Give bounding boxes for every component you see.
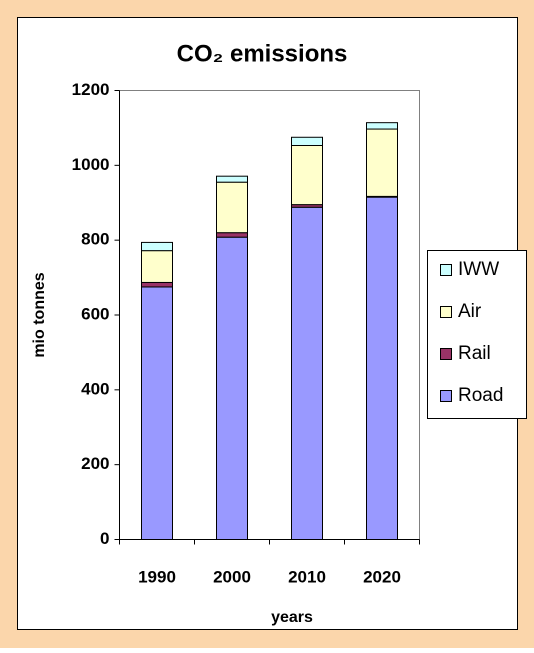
legend-label: IWW xyxy=(458,259,499,280)
bar-segment xyxy=(366,196,398,540)
bar-segment xyxy=(366,128,398,197)
x-axis-label: years xyxy=(271,609,313,626)
y-tick-label: 400 xyxy=(81,379,109,398)
y-tick-label: 1200 xyxy=(72,80,110,99)
bar-segment xyxy=(291,145,323,206)
x-tick-label: 2010 xyxy=(288,567,326,586)
bar-segment xyxy=(291,206,323,541)
legend-swatch xyxy=(440,390,452,402)
bar-segment xyxy=(216,232,248,238)
legend-swatch xyxy=(440,348,452,360)
bar-segment xyxy=(141,250,173,283)
x-tick-label: 2000 xyxy=(213,567,251,586)
y-tick-label: 800 xyxy=(81,230,109,249)
bar-segment xyxy=(141,241,173,252)
legend-swatch xyxy=(440,264,452,276)
y-axis-label: mio tonnes xyxy=(31,272,48,357)
y-tick-label: 0 xyxy=(100,529,109,548)
bar-segment xyxy=(291,136,323,147)
chart-title: CO₂ emissions xyxy=(177,40,348,67)
bar-segment xyxy=(216,236,248,540)
bar-segment xyxy=(141,286,173,540)
bar-segment xyxy=(366,122,398,130)
y-tick-label: 1000 xyxy=(72,155,110,174)
bar-segment xyxy=(216,175,248,183)
y-tick-label: 200 xyxy=(81,454,109,473)
x-tick-label: 1990 xyxy=(138,567,176,586)
legend-swatch xyxy=(440,306,452,318)
x-tick-label: 2020 xyxy=(363,567,401,586)
legend-label: Road xyxy=(458,385,503,406)
y-tick-label: 600 xyxy=(81,304,109,323)
legend-label: Air xyxy=(458,301,482,322)
legend-label: Rail xyxy=(458,343,491,364)
bar-segment xyxy=(216,181,248,234)
bar-segment xyxy=(141,281,173,288)
